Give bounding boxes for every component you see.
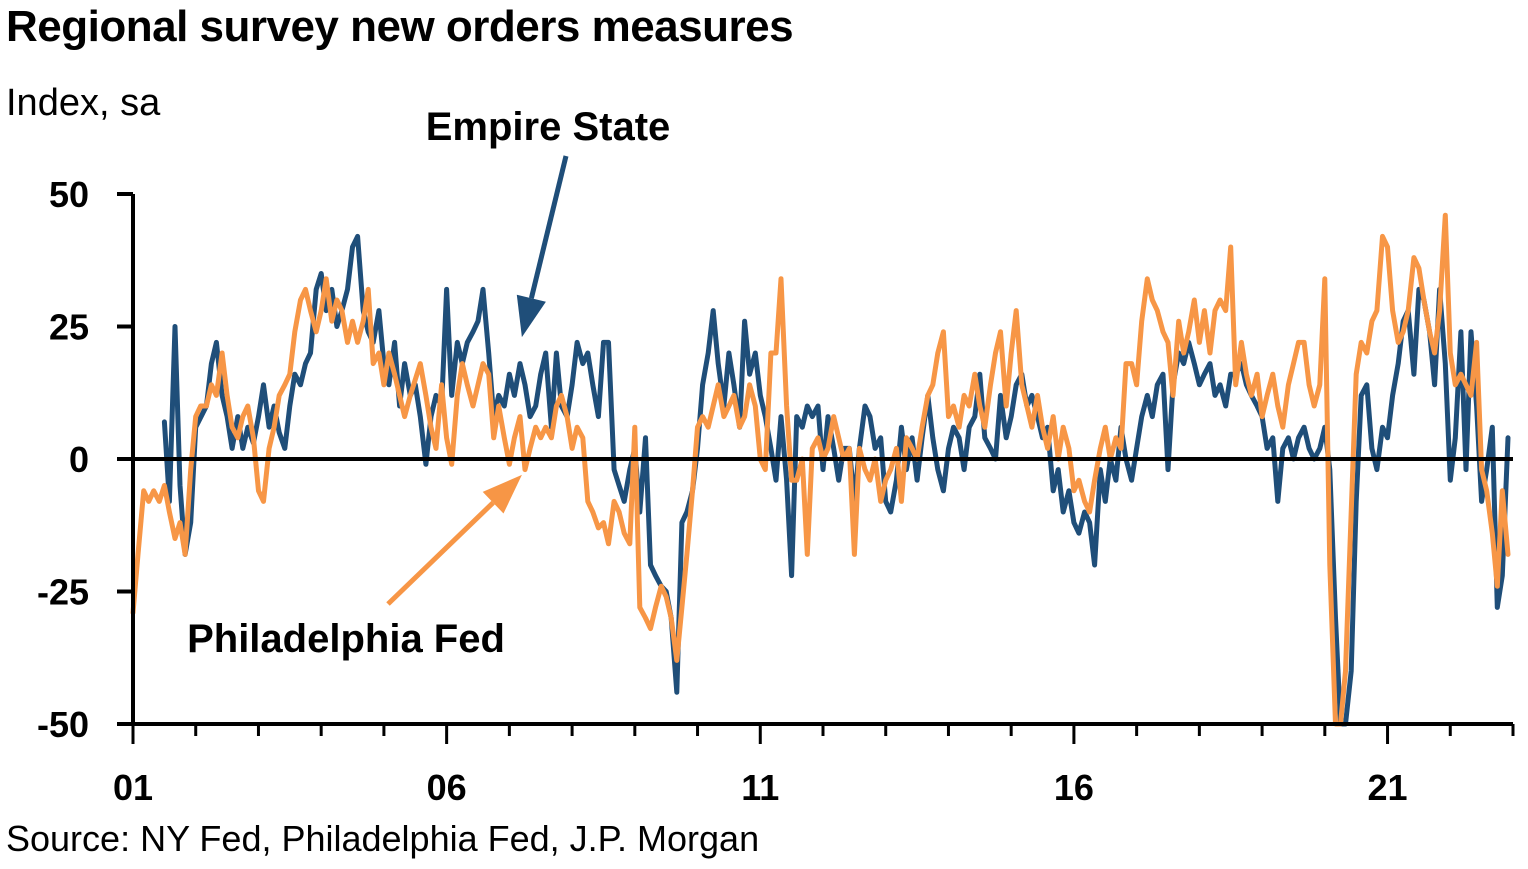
y-tick-label: 25 <box>49 307 89 348</box>
annotation-arrow-shaft <box>528 155 569 299</box>
annotation-label: Philadelphia Fed <box>187 617 505 661</box>
x-tick-label: 21 <box>1368 767 1408 808</box>
series-line-empire-state <box>161 233 1511 727</box>
x-tick-label: 16 <box>1054 767 1094 808</box>
x-tick-label: 11 <box>741 767 779 808</box>
annotation-arrow-head <box>482 474 522 514</box>
annotation-arrow-shaft <box>386 500 495 606</box>
annotation-label: Empire State <box>426 105 671 149</box>
y-tick-label: 50 <box>49 174 89 215</box>
x-tick-label: 06 <box>427 767 467 808</box>
y-tick-label: -25 <box>37 572 89 613</box>
chart-subtitle: Index, sa <box>6 82 161 124</box>
y-tick-label: -50 <box>37 704 89 745</box>
chart-source: Source: NY Fed, Philadelphia Fed, J.P. M… <box>6 818 760 859</box>
annotation-arrow-head <box>516 294 546 338</box>
annotation-layer: Empire State Philadelphia Fed <box>187 105 670 661</box>
chart-title: Regional survey new orders measures <box>6 2 794 51</box>
y-tick-label: 0 <box>69 439 89 480</box>
axis-layer: 50 25 0 -25 -50 01 06 11 16 21 <box>37 174 1515 808</box>
x-tick-label: 01 <box>113 767 153 808</box>
